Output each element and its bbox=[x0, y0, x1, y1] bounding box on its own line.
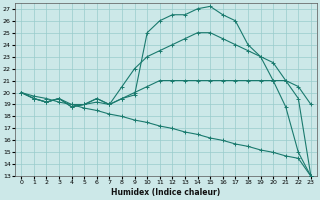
X-axis label: Humidex (Indice chaleur): Humidex (Indice chaleur) bbox=[111, 188, 221, 197]
